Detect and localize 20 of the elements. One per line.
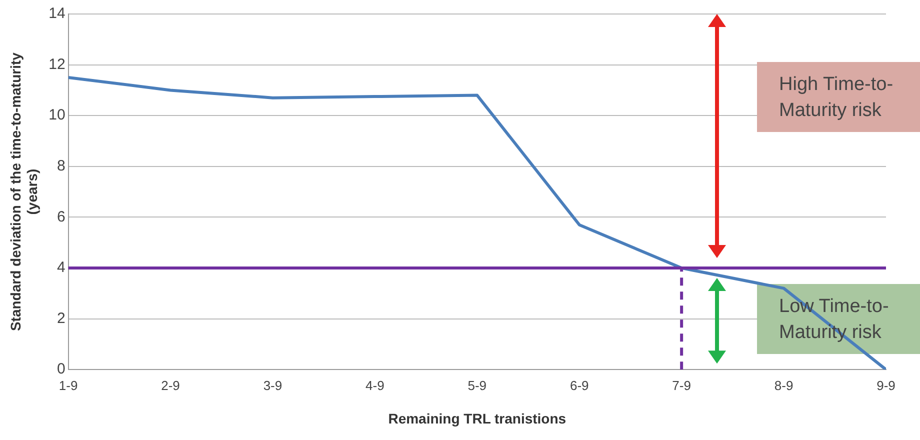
x-tick-label: 7-9 [672,378,691,393]
y-tick-label: 12 [48,56,66,73]
x-tick-label: 6-9 [570,378,589,393]
x-axis-title: Remaining TRL tranistions [388,410,566,426]
x-tick-label: 8-9 [774,378,794,393]
y-tick-label: 0 [56,360,66,378]
y-axis-title: Standard deviation of the time-to-maturity (years) [7,52,40,332]
y-tick-label: 2 [56,310,66,327]
x-tick-label: 4-9 [366,378,384,393]
annotation: High Time-to-Maturity risk [757,62,920,132]
y-tick-label: 6 [56,208,66,226]
x-tick-label: 3-9 [263,378,282,393]
y-tick-label: 14 [48,5,66,22]
y-tick-label: 10 [48,106,66,124]
x-tick-label: 5-9 [468,378,487,393]
x-tick-label: 2-9 [161,378,180,393]
x-tick-label: 1-9 [58,378,78,393]
y-tick-label: 8 [56,158,66,175]
x-tick-label: 9-9 [876,378,896,393]
y-tick-label: 4 [56,259,66,276]
